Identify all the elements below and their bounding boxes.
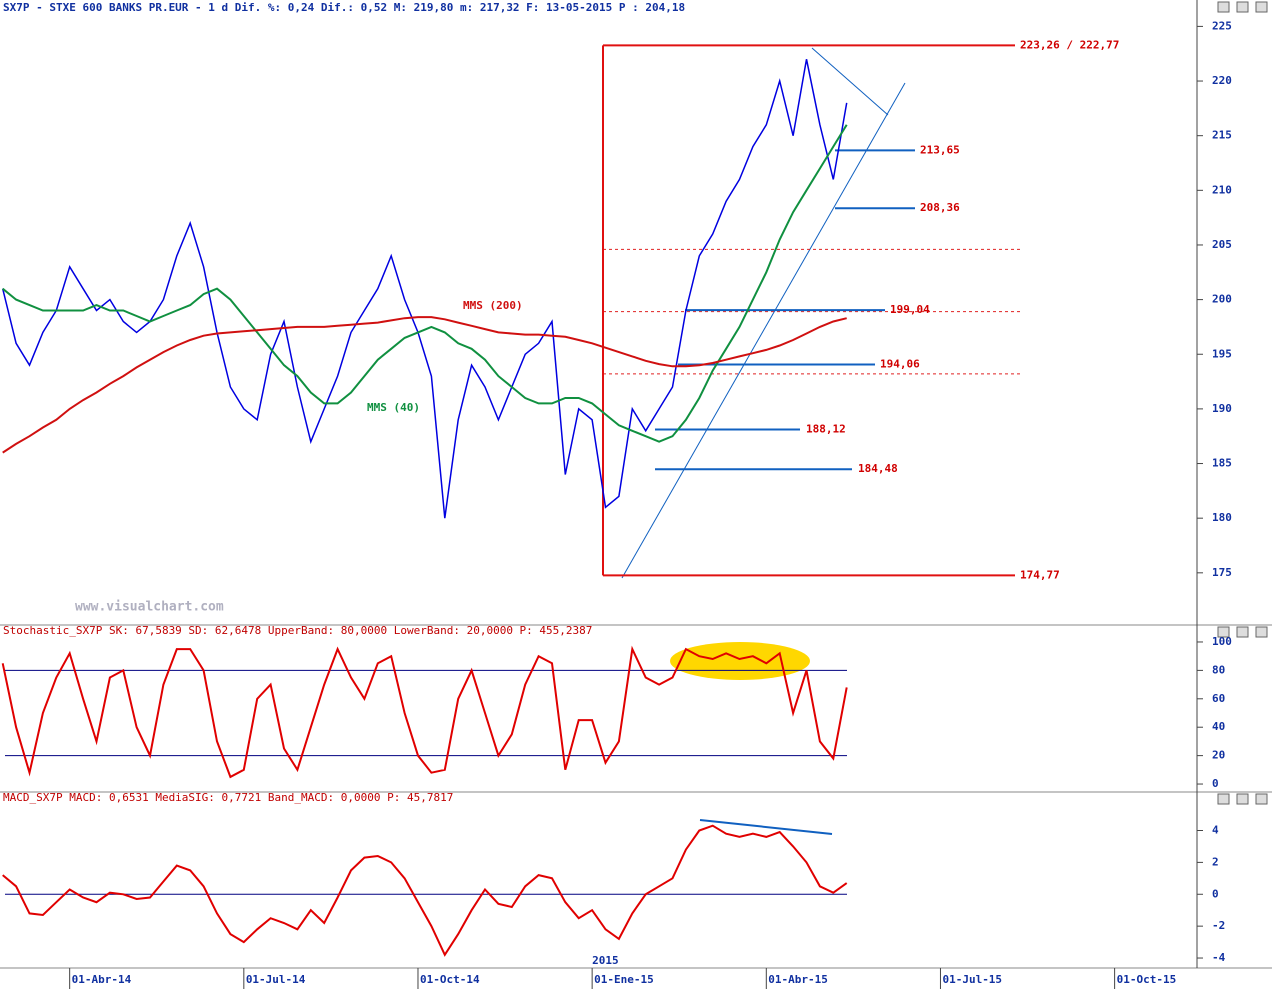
button[interactable] bbox=[1217, 793, 1230, 805]
x-tick-label: 01-Oct-14 bbox=[420, 973, 480, 986]
y-tick-label: 210 bbox=[1212, 183, 1232, 196]
y-tick-label: 180 bbox=[1212, 511, 1232, 524]
trendline bbox=[621, 82, 906, 579]
button[interactable] bbox=[1217, 1, 1230, 13]
y-tick-label: 4 bbox=[1212, 824, 1219, 837]
level-label: 213,65 bbox=[920, 143, 960, 156]
x-tick-label: 01-Oct-15 bbox=[1117, 973, 1177, 986]
y-tick-label: 100 bbox=[1212, 635, 1232, 648]
series-line bbox=[1, 59, 848, 519]
button[interactable] bbox=[1236, 1, 1249, 13]
y-tick-label: 200 bbox=[1212, 293, 1232, 306]
y-tick-label: 2 bbox=[1212, 855, 1219, 868]
watermark: www.visualchart.com bbox=[75, 600, 224, 615]
y-tick-label: 0 bbox=[1212, 887, 1219, 900]
x-tick-label: 01-Ene-15 bbox=[594, 973, 654, 986]
level-label: 188,12 bbox=[806, 422, 846, 435]
series-line bbox=[2, 316, 847, 454]
button[interactable] bbox=[1255, 626, 1268, 638]
level-label: 199,04 bbox=[890, 303, 930, 316]
button[interactable] bbox=[1255, 793, 1268, 805]
series-line bbox=[2, 824, 848, 957]
y-tick-label: 195 bbox=[1212, 347, 1232, 360]
window-buttons bbox=[1217, 1, 1268, 805]
y-tick-label: 205 bbox=[1212, 238, 1232, 251]
level-label: 174,77 bbox=[1020, 568, 1060, 581]
y-tick-label: 20 bbox=[1212, 749, 1225, 762]
button[interactable] bbox=[1236, 626, 1249, 638]
trendline bbox=[811, 47, 889, 116]
y-tick-label: 220 bbox=[1212, 74, 1232, 87]
series-line bbox=[2, 124, 848, 443]
y-tick-label: 80 bbox=[1212, 663, 1225, 676]
y-tick-label: -2 bbox=[1212, 919, 1225, 932]
highlight bbox=[670, 642, 810, 680]
divergence-line bbox=[699, 819, 833, 835]
button[interactable] bbox=[1236, 793, 1249, 805]
series-label: MMS (200) bbox=[463, 299, 523, 312]
level-label: 223,26 / 222,77 bbox=[1020, 38, 1119, 51]
y-tick-label: 215 bbox=[1212, 129, 1232, 142]
x-tick-label: 01-Jul-15 bbox=[942, 973, 1002, 986]
x-tick-label: 01-Abr-15 bbox=[768, 973, 828, 986]
series-line bbox=[1, 645, 848, 779]
year-label: 2015 bbox=[592, 954, 619, 967]
button[interactable] bbox=[1255, 1, 1268, 13]
level-label: 184,48 bbox=[858, 462, 898, 475]
panel-header: MACD_SX7P MACD: 0,6531 MediaSIG: 0,7721 … bbox=[3, 791, 453, 804]
x-tick-label: 01-Abr-14 bbox=[72, 973, 132, 986]
level-label: 208,36 bbox=[920, 201, 960, 214]
y-tick-label: 175 bbox=[1212, 566, 1232, 579]
x-tick-label: 01-Jul-14 bbox=[246, 973, 306, 986]
y-tick-label: -4 bbox=[1212, 951, 1226, 964]
y-tick-label: 0 bbox=[1212, 777, 1219, 790]
y-tick-label: 190 bbox=[1212, 402, 1232, 415]
y-tick-label: 40 bbox=[1212, 720, 1225, 733]
button[interactable] bbox=[1217, 626, 1230, 638]
y-tick-label: 225 bbox=[1212, 19, 1232, 32]
panel-header: Stochastic_SX7P SK: 67,5839 SD: 62,6478 … bbox=[3, 624, 592, 637]
chart-header: SX7P - STXE 600 BANKS PR.EUR - 1 d Dif. … bbox=[3, 1, 685, 14]
y-tick-label: 60 bbox=[1212, 692, 1225, 705]
level-label: 194,06 bbox=[880, 358, 920, 371]
y-tick-label: 185 bbox=[1212, 457, 1232, 470]
series-label: MMS (40) bbox=[367, 401, 420, 414]
